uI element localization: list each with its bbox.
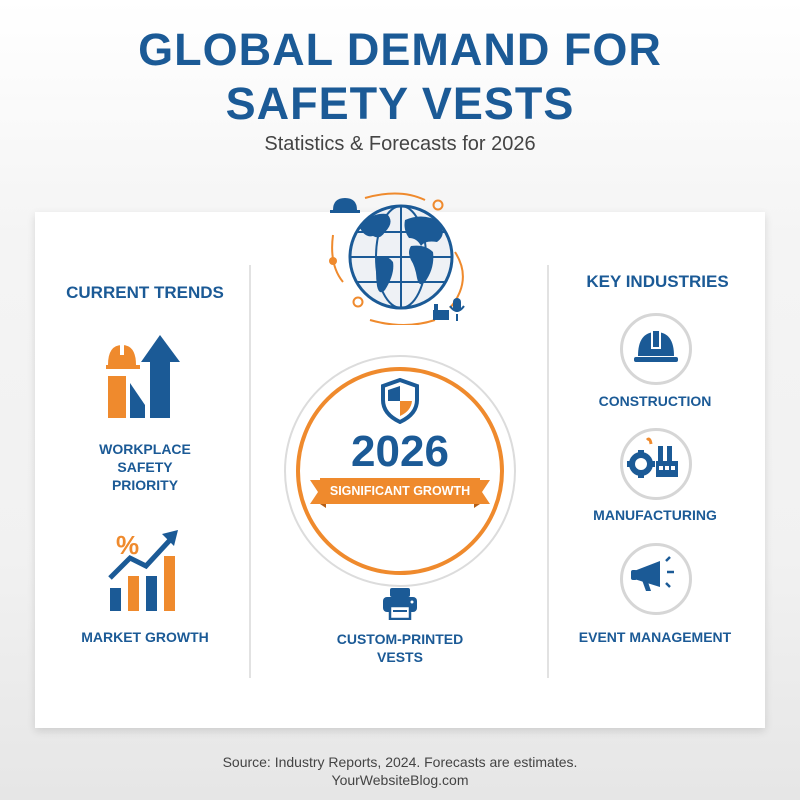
- badge-outer-ring: [284, 355, 516, 587]
- printer-icon: [383, 588, 417, 620]
- right-divider: [547, 265, 549, 678]
- shield-icon: [381, 378, 419, 424]
- megaphone-icon: [631, 556, 674, 591]
- badge-year: 2026: [351, 427, 449, 476]
- construction-label: CONSTRUCTION: [598, 393, 712, 409]
- footer-website: YourWebsiteBlog.com: [331, 772, 469, 788]
- hard-hat-icon: [634, 329, 678, 362]
- badge-inner-ring: [296, 367, 504, 575]
- left-divider: [249, 265, 251, 678]
- page-title-line-1: GLOBAL DEMAND FOR: [138, 24, 662, 75]
- gear-factory-icon: [627, 437, 678, 478]
- globe-orbit-icon: [329, 192, 465, 325]
- custom-printed-vests-label: CUSTOM-PRINTED VESTS: [336, 631, 464, 665]
- manufacturing-label: MANUFACTURING: [593, 507, 717, 523]
- page-subtitle: Statistics & Forecasts for 2026: [264, 133, 536, 155]
- footer-source: Source: Industry Reports, 2024. Forecast…: [222, 754, 578, 770]
- worker-growth-arrow-icon: [106, 335, 180, 418]
- event-management-label: EVENT MANAGEMENT: [578, 629, 732, 645]
- workplace-safety-label: WORKPLACE SAFETY PRIORITY: [99, 441, 191, 493]
- page-title-line-2: SAFETY VESTS: [225, 78, 575, 129]
- market-growth-chart-icon: %: [108, 530, 178, 611]
- ribbon-banner: [310, 478, 490, 508]
- ribbon-text: SIGNIFICANT GROWTH: [329, 484, 471, 498]
- svg-text:%: %: [116, 530, 139, 560]
- key-industries-heading: KEY INDUSTRIES: [586, 272, 729, 291]
- current-trends-heading: CURRENT TRENDS: [66, 283, 224, 302]
- market-growth-label: MARKET GROWTH: [81, 629, 209, 645]
